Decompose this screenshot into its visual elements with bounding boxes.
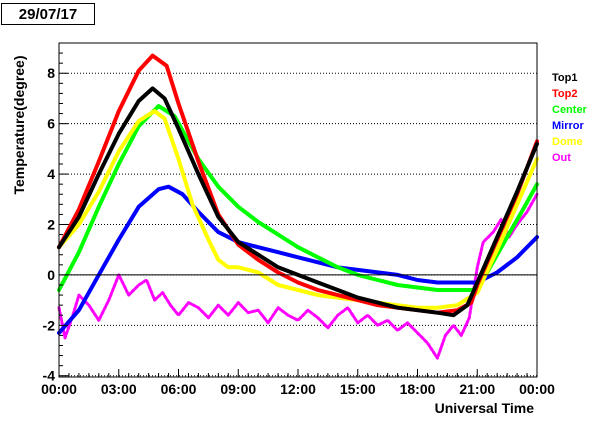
x-tick-label: 03:00 (101, 381, 137, 397)
y-tick-label: -4 (43, 368, 56, 384)
x-tick-label: 21:00 (459, 381, 495, 397)
legend-entry-mirror: Mirror (552, 120, 585, 132)
series-line-out (57, 192, 539, 360)
y-tick-label: 6 (47, 116, 55, 132)
y-tick-label: 8 (47, 65, 55, 81)
legend-entry-out: Out (552, 152, 571, 164)
x-tick-label: 18:00 (400, 381, 436, 397)
legend-entry-top1: Top1 (552, 72, 577, 84)
date-label: 29/07/17 (1, 3, 95, 25)
x-tick-label: 00:00 (41, 381, 77, 397)
legend-entry-center: Center (552, 104, 588, 116)
x-tick-label: 00:00 (519, 381, 555, 397)
series-line-dome (57, 109, 539, 310)
y-tick-label: -2 (43, 317, 56, 333)
series-line-mirror (57, 184, 539, 335)
legend: Top1 Top2 Center Mirror Dome Out (552, 72, 588, 164)
x-tick-label: 06:00 (161, 381, 197, 397)
y-tick-label: 0 (47, 267, 55, 283)
x-tick-label: 09:00 (220, 381, 256, 397)
y-axis-ticks: -4 -2 0 2 4 6 8 (43, 52, 68, 384)
grid-lines (59, 72, 537, 377)
x-axis-title: Universal Time (435, 400, 535, 416)
x-axis-ticks: 00:00 03:00 06:00 09:00 12:00 15:00 18:00 21:00… (41, 369, 555, 397)
legend-entry-dome: Dome (552, 136, 583, 148)
series-layer (57, 53, 539, 360)
x-tick-label: 15:00 (340, 381, 376, 397)
legend-entry-top2: Top2 (552, 88, 577, 100)
y-tick-label: 4 (47, 166, 55, 182)
x-tick-label: 12:00 (280, 381, 316, 397)
series-line-center (57, 104, 539, 292)
y-tick-label: 2 (47, 216, 55, 232)
y-axis-title: Temperature(degree) (11, 55, 27, 194)
